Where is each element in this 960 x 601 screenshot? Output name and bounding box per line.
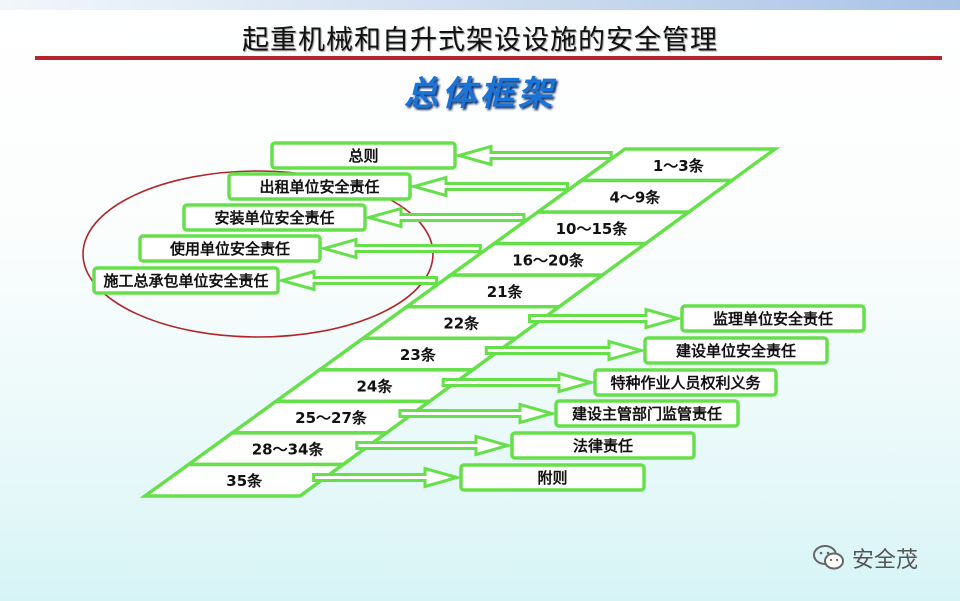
box-label: 安装单位安全责任 xyxy=(214,209,334,227)
article-label: 10～15条 xyxy=(556,220,629,238)
right-box: 法律责任 xyxy=(510,431,696,460)
article-label: 16～20条 xyxy=(512,251,585,269)
title-divider xyxy=(35,56,942,60)
box-frame xyxy=(643,336,829,365)
arrow-left xyxy=(318,237,482,260)
left-box: 施工总承包单位安全责任 xyxy=(92,266,280,295)
box-label: 特种作业人员权利义务 xyxy=(610,374,761,392)
arrow-right xyxy=(355,434,514,457)
article-label: 24条 xyxy=(356,378,393,396)
highlight-ellipse xyxy=(82,170,434,338)
right-box: 附则 xyxy=(459,463,646,492)
page-subtitle: 总体框架 xyxy=(404,74,556,114)
box-label: 监理单位安全责任 xyxy=(713,310,833,328)
article-label: 22条 xyxy=(443,315,480,333)
article-label: 28～34条 xyxy=(252,441,325,459)
left-box: 使用单位安全责任 xyxy=(138,234,322,263)
arrow-right xyxy=(484,339,647,362)
left-box: 总则 xyxy=(270,141,457,170)
arrow-right xyxy=(441,371,597,394)
box-label: 使用单位安全责任 xyxy=(169,240,290,258)
arrow-left xyxy=(363,206,526,229)
box-frame xyxy=(593,368,778,397)
box-label: 建设单位安全责任 xyxy=(676,342,796,360)
box-frame xyxy=(138,234,322,263)
left-box: 出租单位安全责任 xyxy=(227,172,412,201)
box-label: 总则 xyxy=(348,147,378,165)
right-box: 建设主管部门监管责任 xyxy=(554,399,740,428)
wechat-icon xyxy=(813,545,844,570)
arrow-left xyxy=(453,144,613,167)
box-frame xyxy=(554,399,740,428)
article-label: 4～9条 xyxy=(609,188,661,206)
article-band-row xyxy=(139,462,349,498)
box-frame xyxy=(510,431,696,460)
box-frame xyxy=(92,266,280,295)
box-frame xyxy=(270,141,457,170)
article-label: 23条 xyxy=(400,346,437,364)
arrow-left xyxy=(276,269,439,292)
article-label: 21条 xyxy=(487,283,524,301)
right-box: 监理单位安全责任 xyxy=(680,304,866,333)
arrow-right xyxy=(312,466,463,489)
article-label: 1～3条 xyxy=(653,157,705,175)
box-label: 施工总承包单位安全责任 xyxy=(103,272,268,290)
box-frame xyxy=(459,463,646,492)
watermark-text: 安全茂 xyxy=(852,548,919,573)
left-box: 安装单位安全责任 xyxy=(182,203,367,232)
article-label: 35条 xyxy=(226,472,263,490)
arrow-right xyxy=(528,307,684,330)
article-label: 25～27条 xyxy=(295,409,368,427)
page-title: 起重机械和自升式架设设施的安全管理 xyxy=(242,25,718,56)
arrow-left xyxy=(408,175,570,198)
top-strip xyxy=(0,0,960,10)
right-box: 建设单位安全责任 xyxy=(643,336,829,365)
arrow-right xyxy=(398,402,558,425)
box-frame xyxy=(227,172,412,201)
box-label: 建设主管部门监管责任 xyxy=(572,405,722,423)
box-label: 出租单位安全责任 xyxy=(259,178,379,196)
box-frame xyxy=(182,203,367,232)
right-box: 特种作业人员权利义务 xyxy=(593,368,778,397)
box-label: 法律责任 xyxy=(573,437,633,455)
box-label: 附则 xyxy=(537,469,567,487)
box-frame xyxy=(680,304,866,333)
watermark: 安全茂 xyxy=(812,542,918,574)
